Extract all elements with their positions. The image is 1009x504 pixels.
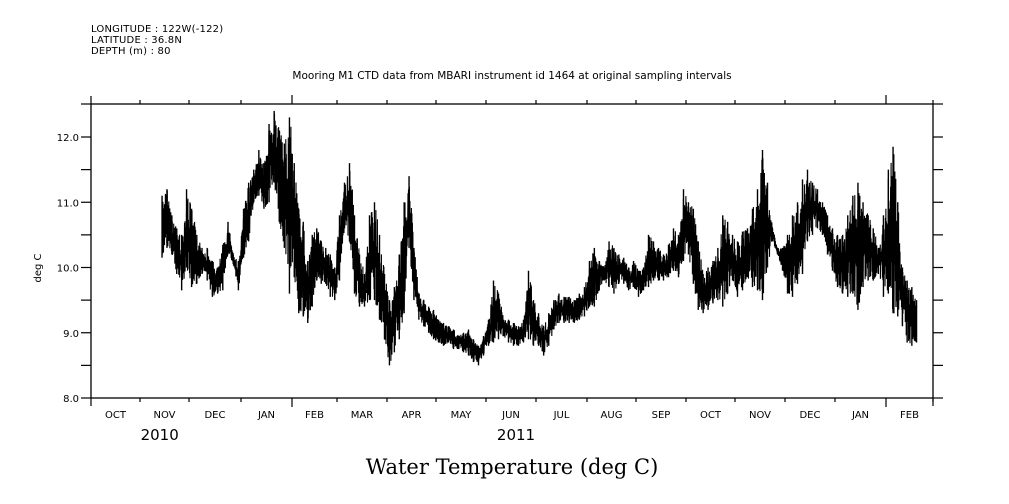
x-tick-label: MAY	[451, 410, 473, 421]
x-tick-label: JUL	[553, 410, 570, 421]
plot-frame	[90, 103, 934, 399]
y-tick-label: 11.0	[57, 198, 79, 209]
x-axis: OCT NOV DEC JAN FEB MAR APR MAY JUN JUL AUG SEP OCT N…	[90, 95, 934, 444]
x-tick-label: APR	[402, 410, 422, 421]
x-tick-label: SEP	[652, 410, 671, 421]
x-tick-label: JAN	[257, 410, 275, 421]
x-tick-label: DEC	[799, 410, 820, 421]
x-tick-label: JUN	[501, 410, 520, 421]
x-tick-label: FEB	[900, 410, 919, 421]
latitude-label: LATITUDE : 36.8N	[91, 35, 183, 46]
data-series	[161, 110, 918, 366]
x-tick-label: NOV	[153, 410, 175, 421]
x-axis-main-title: Water Temperature (deg C)	[366, 455, 659, 479]
x-year-label: 2011	[497, 426, 535, 444]
plot-border	[90, 103, 934, 399]
x-tick-label: NOV	[749, 410, 771, 421]
y-tick-label: 8.0	[63, 394, 79, 405]
x-year-label: 2010	[141, 426, 179, 444]
x-tick-label: OCT	[700, 410, 722, 421]
x-tick-label: MAR	[351, 410, 373, 421]
series-line	[161, 113, 918, 363]
y-axis: 8.0 9.0 10.0 11.0 12.0	[57, 103, 943, 405]
y-tick-label: 12.0	[57, 133, 79, 144]
y-tick-label: 9.0	[63, 329, 79, 340]
y-axis-label: deg C	[33, 253, 44, 282]
longitude-label: LONGITUDE : 122W(-122)	[91, 24, 224, 35]
x-tick-label: AUG	[601, 410, 623, 421]
depth-label: DEPTH (m) : 80	[91, 46, 171, 57]
x-tick-label: FEB	[305, 410, 324, 421]
chart-title: Mooring M1 CTD data from MBARI instrumen…	[292, 70, 731, 82]
x-tick-label: JAN	[851, 410, 869, 421]
x-tick-label: DEC	[204, 410, 225, 421]
x-tick-label: OCT	[105, 410, 127, 421]
y-tick-label: 10.0	[57, 264, 79, 275]
